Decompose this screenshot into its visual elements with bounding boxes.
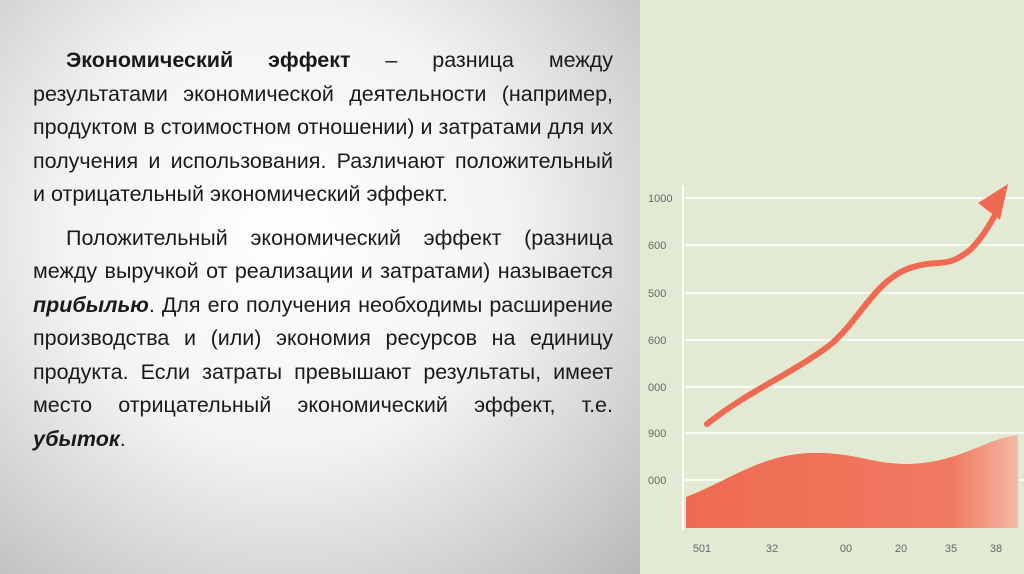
term: Экономический эффект xyxy=(66,48,351,72)
area xyxy=(686,435,1018,528)
text-block: Экономический эффект – разница между рез… xyxy=(33,44,613,466)
x-label: 35 xyxy=(945,543,957,555)
x-label: 32 xyxy=(766,543,778,555)
y-label: 600 xyxy=(648,335,666,347)
y-label: 1000 xyxy=(648,193,672,205)
y-label: 900 xyxy=(648,428,666,440)
text: . xyxy=(119,426,126,451)
x-label: 20 xyxy=(895,543,907,555)
text: Положительный экономический эффект (разн… xyxy=(33,225,613,284)
grid xyxy=(685,197,1024,481)
arrow-head xyxy=(978,184,1008,220)
x-label: 38 xyxy=(990,543,1002,555)
text: . Для его получения необходимы расширени… xyxy=(33,292,613,418)
x-label: 501 xyxy=(693,543,711,555)
term: убыток xyxy=(33,426,120,451)
illustration: 1000 600 500 600 000 900 000 501 32 00 20 35 38 xyxy=(648,184,1024,555)
text: – разница между результатами экономическ… xyxy=(33,48,613,206)
x-label: 00 xyxy=(840,543,852,555)
text-panel xyxy=(0,0,640,574)
y-label: 000 xyxy=(648,382,666,394)
paragraph: Положительный экономический эффект (разн… xyxy=(33,222,613,457)
y-label: 500 xyxy=(648,288,666,300)
paragraph: Экономический эффект – разница между рез… xyxy=(33,44,613,212)
y-label: 600 xyxy=(648,240,666,252)
term: прибылью xyxy=(33,292,149,317)
y-label: 000 xyxy=(648,475,666,487)
trend-line xyxy=(704,207,1001,427)
